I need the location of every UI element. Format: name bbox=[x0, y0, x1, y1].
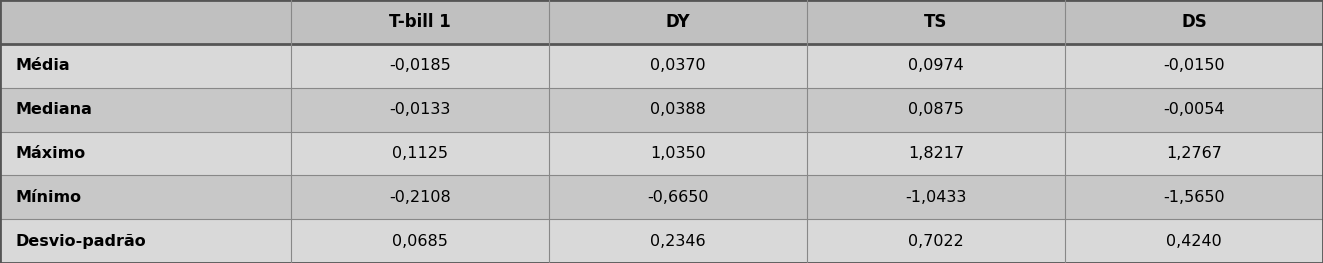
Bar bbox=[291, 0, 549, 44]
Text: Máximo: Máximo bbox=[16, 146, 86, 161]
Bar bbox=[0, 132, 291, 175]
Text: -0,0185: -0,0185 bbox=[389, 58, 451, 73]
Bar bbox=[1065, 132, 1323, 175]
Bar bbox=[807, 0, 1065, 44]
Text: 0,0370: 0,0370 bbox=[650, 58, 706, 73]
Text: 0,0974: 0,0974 bbox=[908, 58, 964, 73]
Bar bbox=[0, 44, 291, 88]
Text: 1,8217: 1,8217 bbox=[908, 146, 964, 161]
Bar bbox=[807, 88, 1065, 132]
Bar bbox=[549, 44, 807, 88]
Text: -0,0054: -0,0054 bbox=[1163, 102, 1225, 117]
Bar bbox=[549, 219, 807, 263]
Bar bbox=[807, 44, 1065, 88]
Text: Média: Média bbox=[16, 58, 70, 73]
Text: -0,0150: -0,0150 bbox=[1163, 58, 1225, 73]
Text: 1,0350: 1,0350 bbox=[650, 146, 706, 161]
Bar bbox=[549, 175, 807, 219]
Bar bbox=[291, 88, 549, 132]
Text: 0,1125: 0,1125 bbox=[392, 146, 448, 161]
Text: 0,0685: 0,0685 bbox=[392, 234, 448, 249]
Text: DS: DS bbox=[1181, 13, 1207, 31]
Bar bbox=[291, 175, 549, 219]
Bar bbox=[0, 88, 291, 132]
Bar bbox=[549, 132, 807, 175]
Text: -1,5650: -1,5650 bbox=[1163, 190, 1225, 205]
Bar bbox=[291, 44, 549, 88]
Text: -0,2108: -0,2108 bbox=[389, 190, 451, 205]
Bar bbox=[549, 0, 807, 44]
Text: Mínimo: Mínimo bbox=[16, 190, 82, 205]
Bar bbox=[1065, 88, 1323, 132]
Bar bbox=[0, 219, 291, 263]
Bar bbox=[1065, 44, 1323, 88]
Bar bbox=[1065, 175, 1323, 219]
Text: 0,7022: 0,7022 bbox=[908, 234, 964, 249]
Text: TS: TS bbox=[925, 13, 947, 31]
Text: 0,0388: 0,0388 bbox=[650, 102, 706, 117]
Bar bbox=[1065, 219, 1323, 263]
Bar bbox=[807, 219, 1065, 263]
Bar bbox=[0, 0, 291, 44]
Text: -0,6650: -0,6650 bbox=[647, 190, 709, 205]
Text: 0,0875: 0,0875 bbox=[908, 102, 964, 117]
Text: Mediana: Mediana bbox=[16, 102, 93, 117]
Text: 0,4240: 0,4240 bbox=[1166, 234, 1222, 249]
Text: 1,2767: 1,2767 bbox=[1166, 146, 1222, 161]
Bar bbox=[807, 132, 1065, 175]
Bar bbox=[549, 88, 807, 132]
Bar bbox=[807, 175, 1065, 219]
Bar bbox=[1065, 0, 1323, 44]
Bar bbox=[291, 219, 549, 263]
Text: Desvio-padrão: Desvio-padrão bbox=[16, 234, 147, 249]
Bar bbox=[0, 175, 291, 219]
Text: 0,2346: 0,2346 bbox=[650, 234, 706, 249]
Text: T-bill 1: T-bill 1 bbox=[389, 13, 451, 31]
Text: -0,0133: -0,0133 bbox=[389, 102, 451, 117]
Text: -1,0433: -1,0433 bbox=[905, 190, 967, 205]
Text: DY: DY bbox=[665, 13, 691, 31]
Bar bbox=[291, 132, 549, 175]
